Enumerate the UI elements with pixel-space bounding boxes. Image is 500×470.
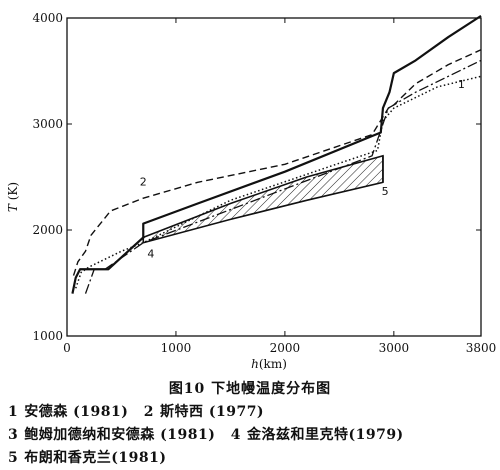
legend-entry: 3 鲍姆加德纳和安德森 (1981): [8, 427, 215, 443]
plot-frame: [66, 17, 482, 337]
legend-text: 安德森 (1981): [24, 404, 129, 420]
legend-text: 斯特西 (1977): [159, 404, 265, 420]
legend-number: 2: [143, 404, 154, 420]
series-tag-1: 1: [458, 78, 465, 91]
series-tag-3: 3: [401, 0, 408, 2]
band-layer: [142, 154, 384, 244]
y-tick-label: 4000: [32, 11, 63, 25]
legend-number: 3: [8, 427, 19, 443]
y-tick-label: 3000: [32, 117, 63, 131]
y-tick-label: 1000: [32, 329, 63, 343]
series-2-line: [72, 49, 482, 276]
series-4-line: [75, 75, 482, 289]
legend-entry: 4 金洛兹和里克特(1979): [231, 427, 404, 443]
x-tick-label: 1000: [161, 341, 192, 355]
x-tick-label: 3000: [379, 341, 410, 355]
legend-entry: 2 斯特西 (1977): [144, 404, 264, 420]
series-tag-2: 2: [140, 175, 147, 188]
x-tick-label: 2000: [270, 341, 301, 355]
legend-entry: 5 布朗和香克兰(1981): [8, 450, 166, 466]
legend-entry: 1 安德森 (1981): [8, 404, 128, 420]
x-tick-label: 0: [63, 341, 71, 355]
legend-number: 4: [230, 427, 241, 443]
series-tag-4: 4: [147, 248, 154, 261]
series-tag-5: 5: [382, 185, 389, 198]
legend-number: 5: [8, 450, 19, 466]
legend-text: 金洛兹和里克特(1979): [246, 427, 404, 443]
x-axis-label: h(km): [251, 357, 287, 371]
legend-text: 布朗和香克兰(1981): [24, 450, 167, 466]
y-axis-label: T (K): [6, 182, 20, 212]
temperature-chart: 0 1000 2000 3000 38001000200030004000h(km)T …: [6, 0, 496, 371]
legend-text: 鲍姆加德纳和安德森 (1981): [24, 427, 216, 443]
series-layer: [71, 14, 482, 294]
series-1-line: [84, 59, 482, 294]
legend: 1 安德森 (1981) 2 斯特西 (1977) 3 鲍姆加德纳和安德森 (1981…: [8, 401, 496, 470]
axes: 0 1000 2000 3000 38001000200030004000h(km)T …: [6, 11, 496, 371]
y-tick-label: 2000: [32, 223, 63, 237]
legend-number: 1: [8, 404, 19, 420]
x-tick-label: 3800: [466, 341, 497, 355]
series-3-line: [71, 14, 482, 294]
figure-title: 图10 下地幔温度分布图: [168, 381, 332, 397]
series-tags: 1 2 3 4 5: [140, 0, 465, 261]
